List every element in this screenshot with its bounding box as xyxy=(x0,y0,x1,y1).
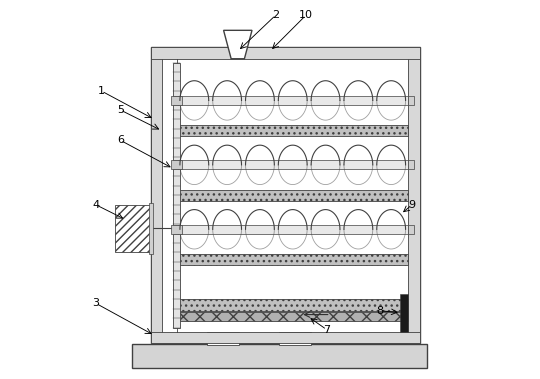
Bar xyxy=(172,225,182,234)
Polygon shape xyxy=(224,30,252,59)
Text: 6: 6 xyxy=(117,135,124,145)
Bar xyxy=(148,203,152,254)
Bar xyxy=(408,96,414,105)
Bar xyxy=(279,332,310,345)
Bar xyxy=(178,190,408,201)
Bar xyxy=(178,160,408,169)
Text: 1: 1 xyxy=(98,86,105,96)
Bar xyxy=(151,47,420,343)
Text: 5: 5 xyxy=(117,105,124,115)
Bar xyxy=(400,294,408,332)
Bar xyxy=(172,160,182,169)
Bar xyxy=(178,299,408,311)
Bar xyxy=(114,205,151,252)
Bar xyxy=(132,344,427,368)
Bar xyxy=(151,47,420,59)
Bar xyxy=(207,332,239,345)
Bar xyxy=(173,225,178,234)
Bar xyxy=(408,225,414,234)
Text: 4: 4 xyxy=(92,200,99,210)
Text: 2: 2 xyxy=(272,10,279,20)
Text: 9: 9 xyxy=(409,200,416,210)
Text: 8: 8 xyxy=(376,306,383,316)
Bar xyxy=(408,47,420,343)
Bar xyxy=(151,47,162,343)
Bar xyxy=(151,332,420,343)
Text: 7: 7 xyxy=(323,325,330,335)
Bar xyxy=(408,160,414,169)
Bar xyxy=(178,312,408,321)
Bar xyxy=(178,254,408,265)
Bar xyxy=(178,225,408,234)
Bar xyxy=(173,63,180,328)
Bar xyxy=(178,96,408,105)
Text: 3: 3 xyxy=(92,298,99,308)
Bar xyxy=(173,96,178,105)
Bar xyxy=(178,125,408,136)
Bar xyxy=(173,160,178,169)
Text: 10: 10 xyxy=(299,10,313,20)
Bar xyxy=(172,96,182,105)
